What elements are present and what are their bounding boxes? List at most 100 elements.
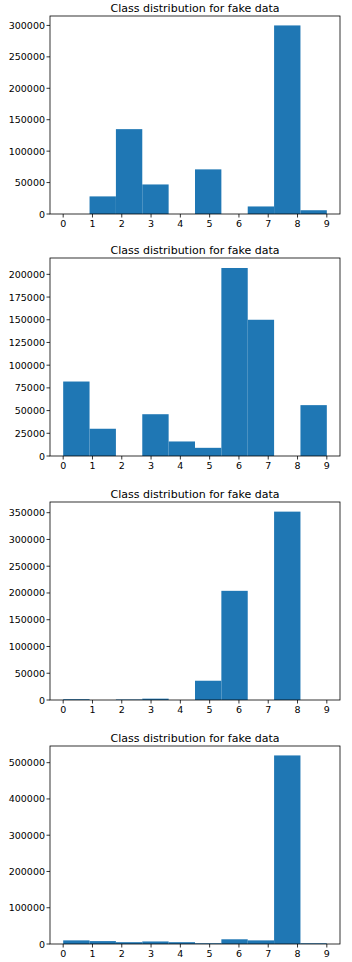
x-tick — [326, 214, 327, 218]
y-tick-label: 200000 — [9, 866, 45, 877]
y-tick-label: 75000 — [15, 382, 45, 393]
x-tick — [268, 214, 269, 218]
y-tick — [47, 835, 51, 836]
x-tick-label: 7 — [265, 948, 271, 959]
bar — [300, 210, 326, 214]
y-tick-label: 50000 — [15, 405, 45, 416]
title: Class distribution for fake data — [111, 2, 280, 15]
title: Class distribution for fake data — [111, 488, 280, 501]
bar — [63, 940, 89, 944]
y-tick — [47, 182, 51, 183]
chart: Class distribution for fake data 0 50000 10… — [9, 488, 340, 715]
bar — [221, 939, 247, 944]
x-tick-label: 9 — [324, 460, 330, 471]
y-tick — [47, 25, 51, 26]
y-tick-label: 200000 — [9, 83, 45, 94]
x-tick — [121, 700, 122, 704]
x-tick — [238, 214, 239, 218]
x-tick-label: 8 — [295, 218, 301, 229]
x-tick — [121, 944, 122, 948]
x-tick-label: 0 — [60, 218, 66, 229]
bar — [248, 320, 274, 456]
y-tick-label: 100000 — [9, 360, 45, 371]
bar — [221, 591, 247, 700]
y-tick — [47, 410, 51, 411]
y-tick-label: 50000 — [15, 668, 45, 679]
y-tick — [47, 297, 51, 298]
x-tick — [121, 214, 122, 218]
bar — [116, 129, 142, 214]
x-tick-label: 1 — [89, 218, 95, 229]
x-tick-label: 1 — [89, 704, 95, 715]
bar — [300, 405, 326, 456]
x-tick-label: 3 — [148, 460, 154, 471]
frame — [50, 746, 340, 944]
x-tick — [63, 944, 64, 948]
x-tick — [326, 456, 327, 460]
y-tick — [47, 319, 51, 320]
x-tick — [121, 456, 122, 460]
x-tick-label: 5 — [207, 948, 213, 959]
x-tick — [297, 214, 298, 218]
x-tick-label: 9 — [324, 704, 330, 715]
bars — [63, 512, 300, 700]
x-tick — [63, 214, 64, 218]
y-tick-label: 350000 — [9, 507, 45, 518]
x-tick-label: 9 — [324, 948, 330, 959]
y-tick-label: 300000 — [9, 20, 45, 31]
x-tick — [297, 944, 298, 948]
y-tick-label: 100000 — [9, 641, 45, 652]
title: Class distribution for fake data — [111, 732, 280, 745]
bar — [169, 441, 195, 456]
x-tick-label: 7 — [265, 460, 271, 471]
y-tick-label: 200000 — [9, 269, 45, 280]
y-tick-label: 0 — [39, 451, 45, 462]
y-tick-label: 300000 — [9, 534, 45, 545]
y-tick-label: 0 — [39, 209, 45, 220]
y-tick — [47, 88, 51, 89]
bar — [248, 206, 274, 214]
x-tick — [92, 214, 93, 218]
y-tick — [47, 365, 51, 366]
x-tick — [238, 456, 239, 460]
y-tick-label: 250000 — [9, 51, 45, 62]
x-tick-label: 0 — [60, 948, 66, 959]
x-tick-label: 8 — [295, 704, 301, 715]
x-tick-label: 2 — [119, 460, 125, 471]
x-tick-label: 8 — [295, 948, 301, 959]
x-tick — [209, 456, 210, 460]
y-tick — [47, 56, 51, 57]
bar — [195, 169, 221, 214]
x-tick — [268, 700, 269, 704]
frame — [50, 16, 340, 214]
x-tick — [151, 944, 152, 948]
y-tick — [47, 539, 51, 540]
y-tick-label: 0 — [39, 695, 45, 706]
x-tick-label: 5 — [207, 460, 213, 471]
x-tick-label: 5 — [207, 218, 213, 229]
chart: Class distribution for fake data05000010… — [9, 2, 340, 229]
bar — [195, 448, 221, 456]
bar — [274, 512, 300, 700]
y-tick-label: 100000 — [9, 902, 45, 913]
x-tick — [268, 944, 269, 948]
y-tick-label: 150000 — [9, 614, 45, 625]
x-tick — [92, 456, 93, 460]
x-tick — [209, 944, 210, 948]
x-tick-label: 3 — [148, 948, 154, 959]
y-tick — [47, 274, 51, 275]
x-tick — [180, 944, 181, 948]
x-tick-label: 2 — [119, 704, 125, 715]
bar — [274, 25, 300, 214]
x-tick-label: 1 — [89, 460, 95, 471]
x-tick-label: 6 — [236, 948, 242, 959]
y-tick — [47, 566, 51, 567]
x-tick-label: 8 — [295, 460, 301, 471]
y-tick — [47, 387, 51, 388]
x-tick — [297, 700, 298, 704]
y-tick-label: 125000 — [9, 337, 45, 348]
x-tick — [63, 456, 64, 460]
x-tick — [180, 456, 181, 460]
y-tick — [47, 673, 51, 674]
x-tick — [92, 700, 93, 704]
